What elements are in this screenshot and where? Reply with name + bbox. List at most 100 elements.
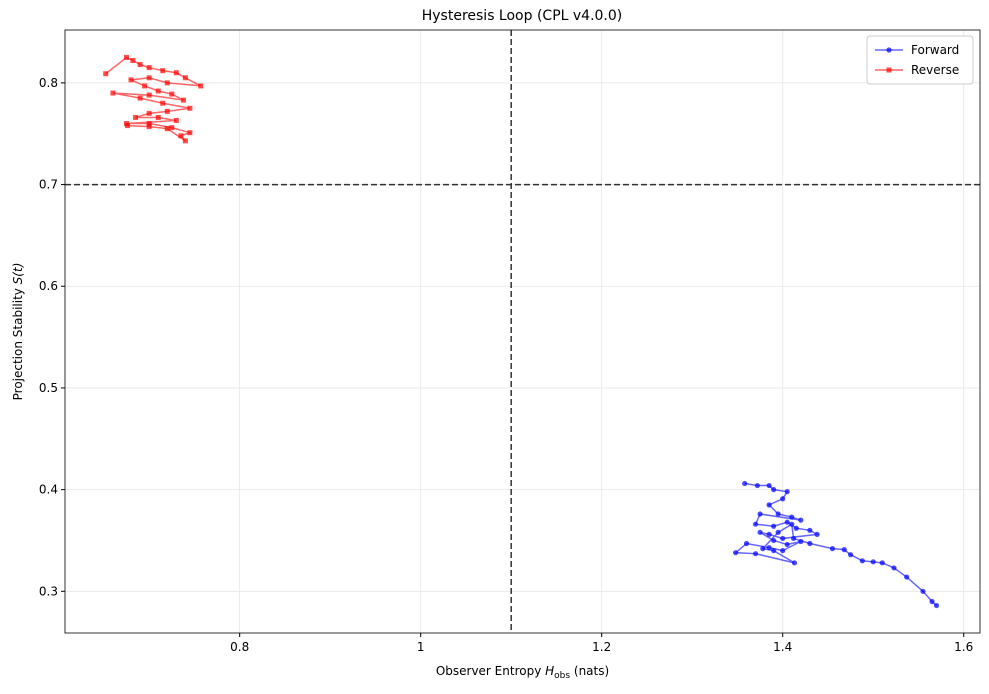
point bbox=[766, 502, 772, 508]
point bbox=[775, 529, 781, 535]
series-line bbox=[105, 56, 202, 142]
point bbox=[146, 124, 152, 130]
point bbox=[771, 537, 777, 544]
point bbox=[789, 521, 795, 527]
series-line bbox=[733, 482, 938, 607]
point bbox=[933, 602, 940, 609]
point bbox=[879, 560, 885, 566]
point bbox=[789, 514, 795, 520]
point bbox=[155, 114, 161, 120]
point bbox=[164, 108, 170, 114]
point bbox=[187, 130, 193, 136]
point bbox=[780, 548, 786, 554]
point bbox=[752, 551, 759, 557]
point bbox=[791, 560, 798, 566]
point bbox=[182, 138, 188, 144]
point bbox=[742, 480, 748, 487]
point bbox=[124, 123, 130, 129]
point bbox=[146, 92, 152, 98]
point bbox=[169, 125, 175, 131]
label-part: Observer Entropy bbox=[436, 664, 545, 678]
legend-label: Forward bbox=[911, 43, 959, 57]
point bbox=[146, 65, 152, 71]
point bbox=[784, 489, 790, 495]
point bbox=[798, 538, 804, 545]
y-tick-label: 0.5 bbox=[39, 381, 58, 395]
point bbox=[146, 121, 152, 127]
point bbox=[733, 550, 739, 556]
point bbox=[752, 521, 759, 527]
point bbox=[771, 487, 777, 493]
label-part: S(t) bbox=[11, 263, 25, 285]
plot-frame bbox=[64, 29, 981, 634]
x-tick-label: 1.2 bbox=[592, 640, 611, 654]
point bbox=[790, 535, 797, 542]
point bbox=[142, 83, 148, 89]
point bbox=[181, 97, 187, 103]
label-part: H bbox=[545, 664, 554, 678]
point bbox=[146, 110, 152, 116]
chart-title: Hysteresis Loop (CPL v4.0.0) bbox=[422, 8, 623, 24]
point bbox=[187, 105, 193, 111]
point bbox=[110, 90, 116, 96]
point bbox=[169, 91, 175, 97]
point bbox=[766, 482, 772, 489]
x-tick-label: 1 bbox=[417, 640, 425, 654]
point bbox=[771, 548, 777, 554]
series bbox=[733, 480, 940, 609]
point bbox=[829, 546, 836, 552]
point bbox=[757, 529, 763, 535]
y-tick-label: 0.8 bbox=[39, 76, 58, 90]
point bbox=[160, 68, 166, 74]
point bbox=[754, 482, 760, 489]
point bbox=[164, 80, 170, 86]
point bbox=[164, 126, 170, 132]
point bbox=[780, 535, 786, 542]
point bbox=[137, 95, 143, 101]
point bbox=[182, 75, 188, 81]
point bbox=[173, 118, 179, 124]
y-tick-label: 0.6 bbox=[39, 279, 58, 293]
point bbox=[920, 588, 926, 594]
label-part: (nats) bbox=[570, 664, 609, 678]
point bbox=[133, 114, 139, 120]
point bbox=[784, 519, 790, 525]
point bbox=[780, 496, 786, 502]
point bbox=[198, 83, 204, 89]
point bbox=[807, 540, 813, 547]
point bbox=[929, 598, 935, 605]
point bbox=[807, 527, 813, 533]
point bbox=[793, 525, 799, 531]
point bbox=[760, 546, 766, 552]
point bbox=[155, 88, 161, 94]
point bbox=[160, 100, 166, 106]
legend-marker bbox=[886, 67, 892, 73]
point bbox=[757, 511, 763, 517]
x-tick-label: 1.4 bbox=[773, 640, 792, 654]
y-tick-label: 0.3 bbox=[39, 584, 58, 598]
point bbox=[103, 71, 109, 77]
point bbox=[904, 574, 910, 580]
x-tick-label: 0.8 bbox=[230, 640, 249, 654]
point bbox=[137, 62, 143, 68]
y-axis-label: Projection Stability S(t) bbox=[11, 263, 25, 401]
point bbox=[766, 531, 772, 537]
point bbox=[766, 544, 772, 551]
point bbox=[775, 511, 781, 517]
legend-label: Reverse bbox=[911, 63, 959, 77]
series bbox=[103, 54, 204, 144]
y-tick-label: 0.7 bbox=[39, 178, 58, 192]
point bbox=[178, 133, 184, 139]
point bbox=[870, 559, 876, 565]
point bbox=[743, 540, 750, 547]
point bbox=[859, 558, 865, 564]
y-tick-label: 0.4 bbox=[39, 483, 58, 497]
point bbox=[124, 54, 130, 60]
x-tick-label: 1.6 bbox=[954, 640, 973, 654]
point bbox=[146, 75, 152, 81]
point bbox=[798, 517, 804, 523]
legend-marker bbox=[886, 47, 892, 53]
x-axis-label: Observer Entropy Hobs (nats) bbox=[436, 664, 609, 681]
point bbox=[891, 565, 897, 571]
